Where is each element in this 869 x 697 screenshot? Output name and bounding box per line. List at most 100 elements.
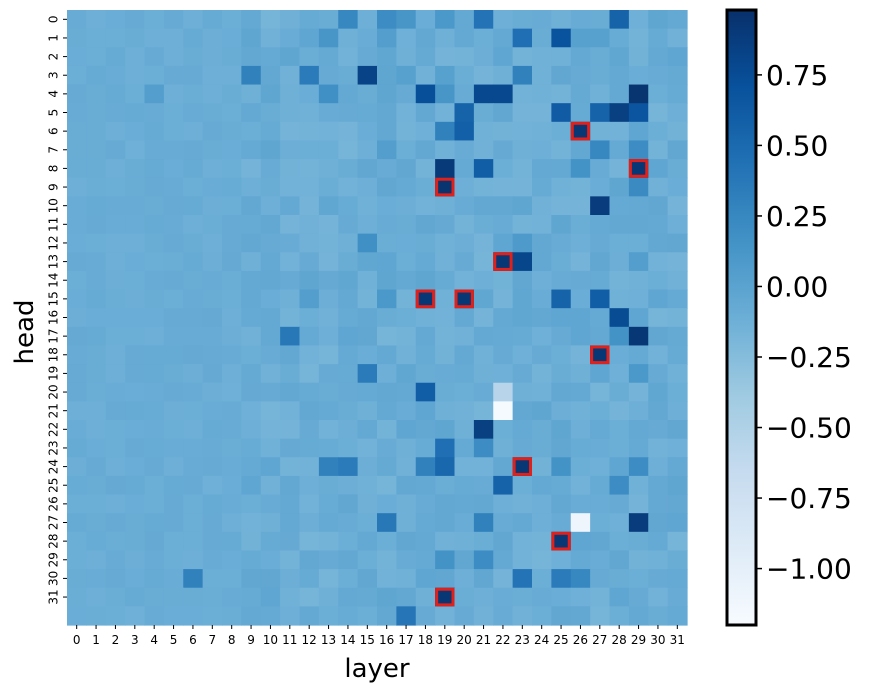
heatmap-cell bbox=[590, 606, 611, 626]
heatmap-cell bbox=[396, 569, 417, 589]
heatmap-cell bbox=[144, 28, 165, 48]
y-tick-label: 15 bbox=[47, 291, 61, 306]
heatmap-cell bbox=[260, 177, 281, 197]
heatmap-cell bbox=[628, 420, 649, 440]
heatmap-cell bbox=[241, 215, 262, 235]
heatmap-cell bbox=[667, 84, 688, 104]
heatmap-cell bbox=[67, 382, 87, 402]
x-tick-label: 5 bbox=[170, 633, 178, 647]
heatmap-cell bbox=[299, 84, 320, 104]
heatmap-cell bbox=[280, 177, 301, 197]
y-tick-label: 6 bbox=[47, 127, 61, 135]
heatmap-cell bbox=[338, 103, 359, 123]
heatmap-cell bbox=[241, 159, 262, 179]
heatmap-cell bbox=[667, 215, 688, 235]
heatmap-cell bbox=[183, 364, 204, 384]
heatmap-cell bbox=[473, 326, 494, 347]
heatmap-cell bbox=[377, 364, 397, 384]
heatmap-cell bbox=[415, 270, 436, 291]
heatmap-cell bbox=[435, 326, 456, 347]
heatmap-cell bbox=[163, 289, 184, 309]
heatmap-cell bbox=[609, 345, 630, 365]
heatmap-cell bbox=[183, 550, 204, 570]
heatmap-cell bbox=[183, 606, 204, 626]
heatmap-cell bbox=[222, 196, 242, 216]
heatmap-cell bbox=[590, 364, 611, 384]
heatmap-cell bbox=[435, 606, 456, 626]
colorbar-tick-label: −0.75 bbox=[766, 482, 852, 515]
heatmap-cell bbox=[415, 364, 436, 384]
heatmap-cell bbox=[415, 159, 436, 179]
x-tick-label: 7 bbox=[208, 633, 216, 647]
heatmap-cell bbox=[396, 382, 417, 402]
heatmap-cell bbox=[609, 382, 630, 402]
heatmap-cell bbox=[396, 289, 417, 309]
heatmap-cell bbox=[125, 121, 146, 142]
x-tick-label: 11 bbox=[282, 633, 297, 647]
heatmap-cell bbox=[435, 10, 456, 30]
heatmap-cell bbox=[338, 252, 359, 272]
heatmap-cell bbox=[551, 513, 572, 533]
y-tick-label: 13 bbox=[47, 254, 61, 269]
heatmap-cell bbox=[67, 215, 87, 235]
heatmap-cell bbox=[318, 569, 339, 589]
heatmap-cell bbox=[67, 531, 87, 552]
heatmap-cell bbox=[202, 475, 223, 496]
heatmap-cell bbox=[667, 47, 688, 67]
heatmap-cell bbox=[125, 215, 146, 235]
heatmap-cell bbox=[454, 531, 475, 552]
heatmap-cell bbox=[67, 140, 87, 160]
heatmap-cell bbox=[241, 364, 262, 384]
heatmap-cell bbox=[86, 438, 107, 458]
heatmap-cell bbox=[377, 475, 397, 496]
heatmap-cell bbox=[357, 270, 378, 291]
heatmap-cell bbox=[202, 420, 223, 440]
heatmap-cell bbox=[183, 438, 204, 458]
heatmap-cell bbox=[454, 196, 475, 216]
heatmap-cell bbox=[532, 326, 552, 347]
heatmap-cell bbox=[473, 345, 494, 365]
heatmap-cell bbox=[454, 270, 475, 291]
heatmap-cell bbox=[202, 177, 223, 197]
heatmap-cell bbox=[163, 457, 184, 477]
heatmap-cell bbox=[570, 494, 591, 514]
heatmap-cell bbox=[125, 10, 146, 30]
heatmap-cell bbox=[105, 345, 126, 365]
heatmap-cell bbox=[667, 326, 688, 347]
highlight-box bbox=[512, 457, 533, 476]
heatmap-cell bbox=[338, 345, 359, 365]
heatmap-cell bbox=[628, 494, 649, 514]
heatmap-cell bbox=[493, 345, 514, 365]
heatmap-cell bbox=[609, 494, 630, 514]
colorbar-tick-label: 0.50 bbox=[766, 129, 828, 162]
heatmap-cell bbox=[280, 550, 301, 570]
heatmap-cell bbox=[551, 308, 572, 328]
heatmap-cell bbox=[590, 289, 611, 309]
heatmap-cell bbox=[648, 531, 669, 552]
heatmap-cell bbox=[532, 84, 552, 104]
x-tick-label: 13 bbox=[321, 633, 336, 647]
heatmap-cell bbox=[667, 457, 688, 477]
heatmap-cell bbox=[163, 531, 184, 552]
heatmap-cell bbox=[551, 606, 572, 626]
heatmap-cell bbox=[260, 364, 281, 384]
heatmap-cell bbox=[590, 513, 611, 533]
y-tick-label: 8 bbox=[47, 165, 61, 173]
heatmap-cell bbox=[202, 550, 223, 570]
heatmap-cell bbox=[125, 494, 146, 514]
heatmap-cell bbox=[338, 494, 359, 514]
heatmap-cell bbox=[67, 10, 87, 30]
heatmap-cell bbox=[357, 196, 378, 216]
heatmap-cell bbox=[377, 401, 397, 421]
heatmap-cell bbox=[241, 606, 262, 626]
heatmap-cell bbox=[396, 513, 417, 533]
x-tick-label: 1 bbox=[92, 633, 100, 647]
heatmap-cell bbox=[105, 10, 126, 30]
heatmap-cell bbox=[454, 252, 475, 272]
heatmap-cell bbox=[260, 10, 281, 30]
heatmap-cell bbox=[125, 47, 146, 67]
heatmap-cell bbox=[590, 84, 611, 104]
heatmap-cell bbox=[202, 215, 223, 235]
heatmap-cell bbox=[473, 215, 494, 235]
heatmap-cell bbox=[338, 84, 359, 104]
